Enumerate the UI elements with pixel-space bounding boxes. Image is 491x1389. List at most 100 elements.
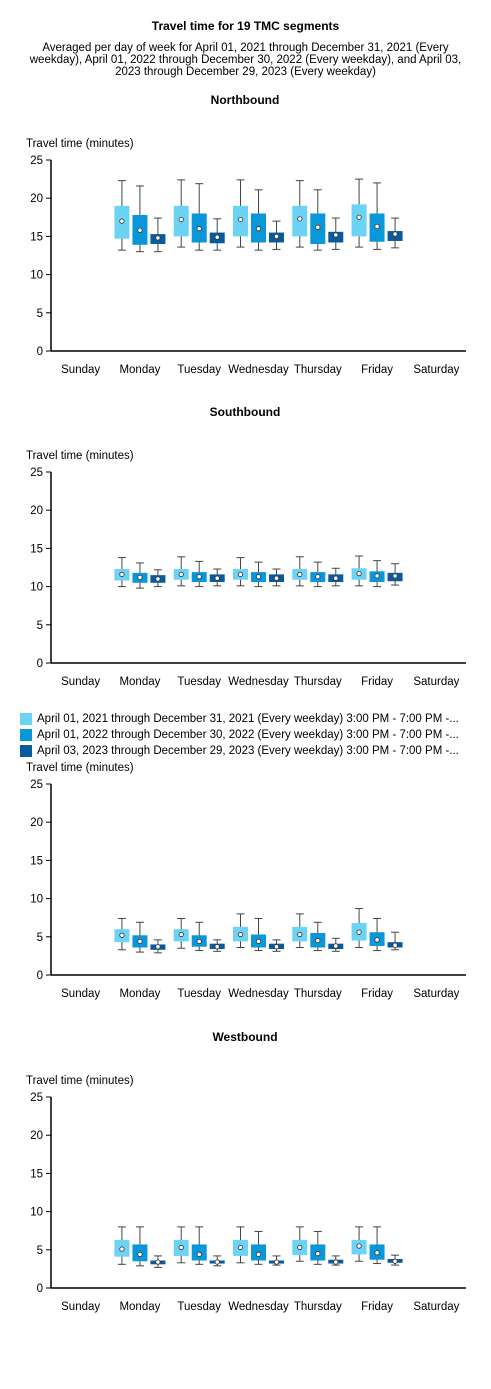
box-plot: [328, 217, 344, 250]
median-marker: [155, 944, 161, 950]
y-tick-label: 0: [37, 658, 43, 670]
median-marker: [333, 1259, 339, 1265]
box-plot: [191, 183, 207, 251]
median-marker: [315, 574, 321, 580]
median-marker: [155, 576, 161, 582]
median-marker: [297, 216, 303, 222]
y-tick-label: 25: [30, 779, 43, 791]
x-tick-label: Monday: [119, 364, 160, 376]
box-plot: [351, 555, 367, 587]
x-tick-label: Sunday: [61, 364, 100, 376]
third-panel: Travel time (minutes) 0 5 10 15 20 25 Sunday Mon…: [26, 762, 466, 1000]
y-tick-label: 20: [30, 1130, 43, 1142]
median-marker: [356, 929, 362, 935]
legend-item[interactable]: April 01, 2021 through December 31, 2021…: [20, 711, 459, 727]
box-plot: [269, 1255, 284, 1266]
x-tick-label: Thursday: [294, 1301, 342, 1313]
x-tick-label: Saturday: [413, 364, 459, 376]
x-tick-label: Saturday: [413, 988, 459, 1000]
median-marker: [178, 1244, 184, 1251]
median-marker: [137, 938, 143, 944]
median-marker: [333, 943, 339, 949]
box-plot: [173, 179, 189, 248]
y-tick-label: 5: [37, 620, 43, 632]
box-plot: [209, 1255, 225, 1267]
median-marker: [297, 931, 303, 938]
box-plot: [150, 1255, 166, 1268]
legend-item[interactable]: April 01, 2022 through December 30, 2022…: [20, 727, 459, 743]
x-tick-label: Tuesday: [177, 988, 221, 1000]
y-tick-label: 25: [30, 155, 43, 167]
box-plot: [132, 562, 148, 589]
median-marker: [374, 573, 380, 579]
box-plot: [233, 913, 248, 948]
median-marker: [374, 1250, 380, 1256]
median-marker: [392, 231, 398, 237]
median-marker: [356, 214, 362, 220]
median-marker: [119, 932, 125, 938]
x-tick-label: Sunday: [61, 988, 100, 1000]
box-plot: [269, 568, 284, 587]
box-plot: [310, 921, 326, 952]
median-marker: [214, 944, 220, 950]
x-tick-label: Thursday: [294, 676, 342, 688]
box-plot: [310, 1230, 326, 1265]
median-marker: [237, 1244, 244, 1251]
panel-title: Westbound: [212, 1030, 277, 1044]
y-tick-label: 15: [30, 231, 43, 243]
y-axis-label: Travel time (minutes): [26, 450, 134, 462]
legend-label: April 01, 2022 through December 30, 2022…: [37, 729, 459, 741]
median-marker: [392, 942, 398, 948]
box-plot: [251, 1230, 266, 1265]
box-plot: [173, 556, 189, 587]
legend-label: April 01, 2021 through December 31, 2021…: [37, 713, 459, 725]
median-marker: [155, 235, 161, 241]
box-plot: [251, 917, 266, 952]
median-marker: [119, 218, 125, 224]
box-plot: [292, 556, 308, 587]
median-marker: [178, 931, 184, 938]
westbound-panel: Westbound Travel time (minutes) 0 5 10 15 20 25…: [26, 1030, 466, 1313]
northbound-panel: Northbound Travel time (minutes) 0 5 10 15 20 2…: [26, 93, 466, 376]
median-marker: [196, 574, 202, 580]
y-tick-label: 20: [30, 817, 43, 829]
y-tick-label: 20: [30, 505, 43, 517]
box-plot: [328, 937, 344, 952]
box-plot: [351, 908, 367, 948]
panel-title: Northbound: [211, 93, 280, 107]
box-plot: [251, 189, 266, 251]
median-marker: [214, 575, 220, 581]
box-plot: [233, 1226, 248, 1264]
box-plot: [292, 913, 308, 948]
y-tick-label: 15: [30, 543, 43, 555]
box-plot: [328, 567, 344, 587]
box-plot: [209, 218, 225, 251]
median-marker: [315, 938, 321, 944]
box-plot: [369, 917, 385, 952]
median-marker: [392, 573, 398, 579]
median-marker: [178, 571, 184, 577]
x-tick-label: Monday: [119, 1301, 160, 1313]
legend-swatch: [20, 713, 32, 725]
median-marker: [333, 575, 339, 581]
box-plot: [209, 939, 225, 952]
y-tick-label: 10: [30, 894, 43, 906]
box-plot: [387, 1254, 403, 1266]
southbound-panel: Southbound Travel time (minutes) 0 5 10 15 20 2…: [26, 405, 466, 688]
x-tick-label: Tuesday: [177, 364, 221, 376]
median-marker: [255, 574, 262, 580]
box-plot: [114, 557, 130, 588]
median-marker: [196, 1251, 202, 1257]
box-plot: [251, 561, 266, 588]
median-marker: [119, 571, 125, 577]
box-plot: [209, 568, 225, 587]
x-tick-label: Tuesday: [177, 676, 221, 688]
box-plot: [132, 921, 148, 953]
x-tick-label: Friday: [361, 676, 393, 688]
box: [351, 204, 367, 237]
legend-item[interactable]: April 03, 2023 through December 29, 2023…: [20, 743, 459, 759]
x-tick-label: Friday: [361, 988, 393, 1000]
y-tick-label: 10: [30, 1207, 43, 1219]
x-tick-label: Monday: [119, 988, 160, 1000]
x-tick-label: Friday: [361, 1301, 393, 1313]
